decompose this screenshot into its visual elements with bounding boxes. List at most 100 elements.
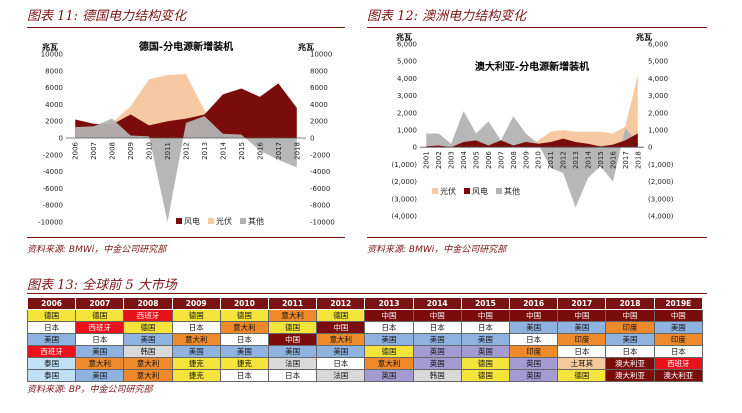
table-cell: 意大利 — [171, 333, 221, 346]
x-tick: 2004 — [460, 151, 468, 169]
y-tick-right: (3,000) — [648, 195, 674, 203]
y-tick-right: 0 — [310, 135, 314, 143]
x-tick: 2011 — [164, 142, 172, 160]
x-tick: 2006 — [72, 141, 80, 159]
table-cell: 日本 — [268, 369, 318, 382]
area-solar — [426, 74, 638, 148]
y-tick-left: 2000 — [45, 118, 63, 126]
table-cell: 日本 — [75, 333, 125, 346]
table-cell: 德国 — [557, 369, 607, 382]
table-cell: 韩国 — [123, 345, 173, 358]
table-cell: 中国 — [653, 309, 704, 322]
x-tick: 2009 — [522, 151, 530, 169]
x-tick: 2010 — [535, 151, 543, 169]
unit-left: 兆瓦 — [396, 32, 412, 42]
figure-13-source: 资料来源: BP，中金公司研究部 — [27, 385, 153, 395]
y-tick-left: -2000 — [43, 151, 63, 159]
table-header-row: 2006 2007 2008 2009 2010 2011 2012 2013 2014 2015… — [26, 297, 704, 310]
table-cell: 日本 — [509, 333, 559, 346]
y-tick-right: -10000 — [310, 219, 335, 227]
y-tick-right: 6,000 — [648, 41, 668, 49]
x-tick: 2018 — [634, 151, 642, 169]
figure-13-rule — [27, 293, 707, 294]
x-tick: 2001 — [423, 151, 431, 169]
x-tick: 2008 — [109, 142, 117, 160]
y-tick-left: (3,000) — [391, 195, 417, 203]
y-tick-left: 1,000 — [397, 127, 417, 135]
unit-right: 兆瓦 — [298, 42, 314, 52]
y-tick-right: -4000 — [310, 168, 330, 176]
table-cell: 德国 — [123, 321, 173, 334]
table-cell: 日本 — [460, 321, 511, 334]
y-tick-right: (1,000) — [648, 161, 674, 169]
unit-right: 兆瓦 — [636, 32, 652, 42]
legend-label-solar: 光伏 — [216, 216, 232, 226]
table-cell: 德国 — [460, 369, 511, 382]
y-tick-right: 4000 — [310, 101, 328, 109]
legend-swatch-other — [240, 218, 246, 224]
table-cell: 中国 — [460, 309, 511, 322]
year-header-2010: 2010 — [219, 297, 270, 310]
table-cell: 美国 — [75, 369, 125, 382]
table-cell: 意大利 — [75, 357, 125, 370]
y-tick-left: 4,000 — [397, 75, 417, 83]
table-cell: 日本 — [171, 321, 221, 334]
x-tick: 2005 — [473, 151, 481, 169]
x-tick: 2014 — [585, 151, 593, 169]
y-tick-right: 4,000 — [648, 75, 668, 83]
table-row: 德国 德国 西班牙 德国 德国 意大利 德国 中国 中国 中国 中国 中国 中国 中国 — [26, 309, 704, 322]
unit-left: 兆瓦 — [42, 42, 58, 52]
area-other — [426, 111, 638, 208]
year-header-2012: 2012 — [316, 297, 366, 310]
y-tick-left: -8000 — [43, 202, 63, 210]
table-cell: 美国 — [171, 345, 221, 358]
y-tick-left: 5,000 — [397, 58, 417, 66]
x-tick: 2008 — [510, 151, 518, 169]
table-cell: 澳大利亚 — [605, 369, 655, 382]
figure-13-title: 图表 13: 全球前 5 大市场 — [27, 278, 177, 293]
legend-label-wind: 风电 — [472, 186, 488, 196]
y-tick-right: 8000 — [310, 67, 328, 75]
table-cell: 英国 — [509, 357, 559, 370]
table-cell: 美国 — [75, 345, 125, 358]
legend-swatch-solar — [208, 218, 214, 224]
y-tick-left: -10000 — [38, 219, 63, 227]
x-tick: 2015 — [597, 151, 605, 169]
year-header-2016: 2016 — [509, 297, 559, 310]
table-cell: 日本 — [605, 345, 655, 358]
figure-11-source: 资料来源: BMWi，中金公司研究部 — [27, 245, 167, 255]
table-cell: 英国 — [509, 369, 559, 382]
table-row: 泰国 意大利 意大利 捷克 捷克 法国 日本 意大利 英国 德国 英国 土耳其 澳大利亚 西班牙 — [26, 357, 704, 370]
x-tick: 2007 — [90, 142, 98, 160]
table-cell: 英国 — [460, 345, 511, 358]
table-cell: 德国 — [316, 309, 366, 322]
table-cell: 澳大利亚 — [653, 369, 704, 382]
table-cell: 西班牙 — [75, 321, 125, 334]
x-tick: 2002 — [435, 151, 443, 169]
legend-label-other: 其他 — [248, 216, 264, 226]
y-tick-left: 0 — [59, 135, 63, 143]
table-cell: 中国 — [557, 309, 607, 322]
y-tick-right: 2000 — [310, 118, 328, 126]
table-cell: 德国 — [268, 321, 318, 334]
legend-swatch-other — [496, 188, 502, 194]
table-cell: 德国 — [75, 309, 125, 322]
figure-11-source-rule — [27, 237, 345, 238]
area-wind — [75, 83, 297, 138]
x-tick: 2013 — [201, 142, 209, 160]
y-tick-right: 3,000 — [648, 92, 668, 100]
year-header-2013: 2013 — [364, 297, 414, 310]
legend-label-solar: 光伏 — [440, 186, 456, 196]
table-cell: 美国 — [123, 333, 173, 346]
legend-label-other: 其他 — [504, 186, 520, 196]
figure-12-rule — [367, 27, 707, 28]
y-tick-left: -6000 — [43, 185, 63, 193]
year-header-2017: 2017 — [557, 297, 607, 310]
table-cell: 美国 — [509, 321, 559, 334]
table-cell: 西班牙 — [653, 357, 704, 370]
year-header-2006: 2006 — [26, 297, 77, 310]
table-cell: 美国 — [316, 345, 366, 358]
table-cell: 英国 — [412, 357, 462, 370]
figure-12-title: 图表 12: 澳洲电力结构变化 — [367, 9, 527, 24]
x-tick: 2017 — [275, 142, 283, 160]
